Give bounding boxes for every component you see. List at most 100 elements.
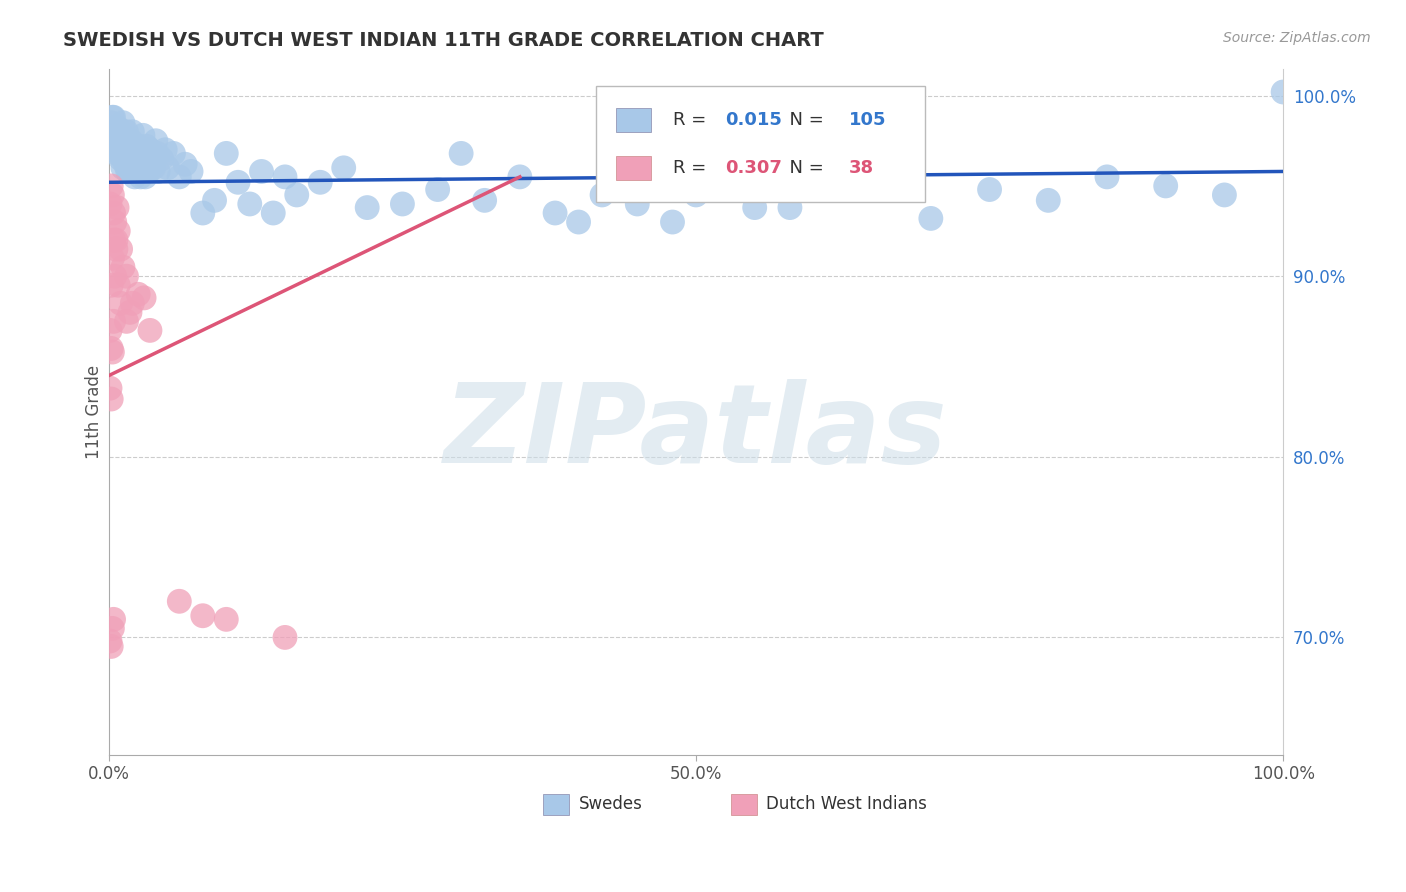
Point [105, 128, 128, 143]
Point [108, 143, 131, 157]
Point [709, 182, 731, 196]
Point [180, 164, 202, 178]
Point [779, 201, 801, 215]
Point [139, 323, 162, 337]
Point [128, 146, 150, 161]
Point [139, 143, 162, 157]
Point [591, 188, 613, 202]
Point [132, 128, 155, 143]
Point [145, 134, 167, 148]
Point [120, 161, 142, 175]
Text: Swedes: Swedes [578, 795, 643, 814]
Point [111, 139, 134, 153]
Point [110, 152, 132, 166]
Point [135, 139, 157, 153]
Point [920, 211, 942, 226]
Point [110, 242, 132, 256]
Point [104, 121, 127, 136]
Point [191, 206, 214, 220]
Point [215, 146, 238, 161]
Point [125, 139, 148, 153]
Point [122, 157, 145, 171]
Point [104, 233, 127, 247]
Point [309, 175, 332, 189]
Point [115, 125, 138, 139]
Point [118, 139, 141, 153]
Point [1095, 169, 1118, 184]
Point [155, 143, 177, 157]
FancyBboxPatch shape [596, 86, 925, 202]
Point [103, 314, 125, 328]
Bar [616, 108, 651, 132]
Point [107, 224, 129, 238]
Point [101, 121, 124, 136]
Point [104, 134, 127, 148]
Point [98, 323, 121, 337]
Point [115, 143, 138, 157]
Point [191, 608, 214, 623]
Point [215, 612, 238, 626]
Point [132, 161, 155, 175]
Point [112, 134, 135, 148]
Point [567, 215, 589, 229]
Point [104, 134, 127, 148]
Point [146, 146, 169, 161]
Bar [543, 794, 569, 814]
Point [226, 175, 249, 189]
Point [104, 215, 127, 229]
Point [111, 161, 134, 175]
Point [1154, 178, 1177, 193]
Point [332, 161, 354, 175]
Point [509, 169, 531, 184]
Point [474, 194, 496, 208]
Text: 38: 38 [849, 159, 873, 177]
Point [107, 278, 129, 293]
Point [103, 206, 125, 220]
Point [98, 197, 121, 211]
Point [100, 116, 122, 130]
Point [114, 146, 136, 161]
Point [131, 152, 153, 166]
Bar [616, 156, 651, 180]
Point [744, 201, 766, 215]
Point [118, 305, 141, 319]
Point [104, 242, 127, 256]
Point [118, 157, 141, 171]
Point [285, 188, 308, 202]
Point [103, 612, 125, 626]
Point [391, 197, 413, 211]
Point [121, 296, 143, 310]
Point [132, 291, 155, 305]
Point [111, 260, 134, 275]
Text: ZIPatlas: ZIPatlas [444, 379, 948, 486]
Point [105, 146, 128, 161]
Point [98, 634, 121, 648]
Point [169, 169, 191, 184]
Point [127, 164, 149, 178]
Point [100, 342, 122, 356]
Text: 105: 105 [849, 111, 886, 129]
Point [262, 206, 284, 220]
Point [626, 197, 648, 211]
Point [110, 296, 132, 310]
Text: 0.015: 0.015 [725, 111, 782, 129]
Point [274, 169, 297, 184]
Point [127, 287, 149, 301]
Point [1213, 188, 1236, 202]
Point [118, 152, 141, 166]
Point [114, 157, 136, 171]
Point [127, 139, 149, 153]
Point [104, 269, 127, 284]
Point [174, 157, 197, 171]
Point [98, 381, 121, 395]
Bar [731, 794, 756, 814]
Point [101, 345, 124, 359]
Point [111, 128, 134, 143]
Text: N =: N = [778, 111, 830, 129]
Point [121, 146, 143, 161]
Point [115, 269, 138, 284]
Point [120, 134, 142, 148]
Point [101, 621, 124, 635]
Point [250, 164, 273, 178]
Point [105, 201, 128, 215]
